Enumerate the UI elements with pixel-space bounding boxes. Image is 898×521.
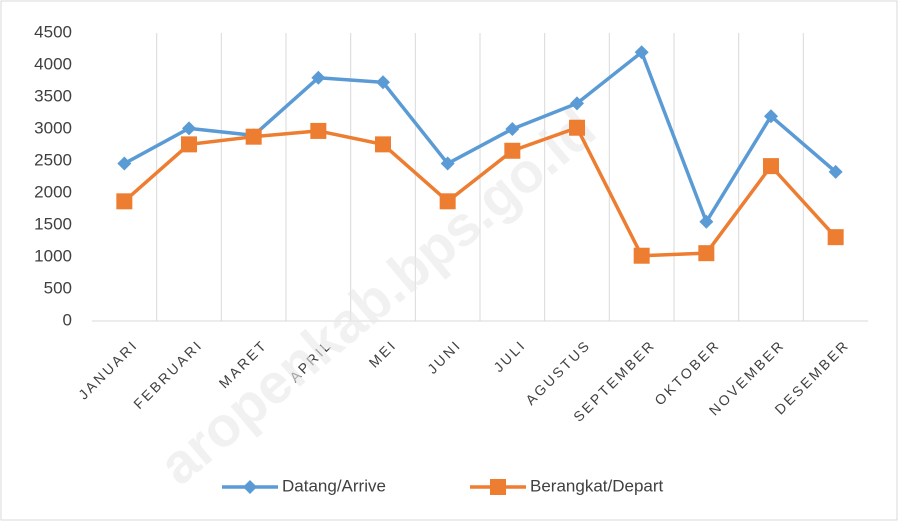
data-point [116,193,133,210]
data-point [828,164,843,179]
data-point [182,121,196,136]
series-line [123,125,837,258]
data-point [634,45,649,60]
data-point [763,158,779,175]
data-point [440,156,455,171]
y-tick-label: 0 [63,310,72,329]
y-tick-label: 1500 [34,214,72,233]
legend-label: Datang/Arrive [282,476,386,495]
data-point [504,142,521,159]
data-point [376,75,390,90]
legend-marker [243,480,257,494]
data-point [764,109,778,124]
data-point [310,122,327,139]
y-tick-label: 4000 [34,54,72,73]
data-point [245,128,262,145]
legend-label: Berangkat/Depart [530,476,664,495]
data-point [375,136,391,153]
series-line [123,50,837,224]
data-point [181,136,197,153]
y-tick-label: 2000 [34,182,72,201]
data-point [827,229,844,246]
data-point [699,214,714,229]
y-tick-label: 4500 [34,22,72,41]
y-tick-label: 1000 [34,246,72,265]
data-point [311,70,326,85]
y-tick-label: 3000 [34,118,72,137]
data-point [570,96,584,111]
data-point [633,247,650,264]
data-point [117,156,132,171]
data-point [505,122,520,136]
data-point [439,193,456,210]
legend-marker [490,479,506,495]
y-tick-label: 500 [44,278,72,297]
y-tick-label: 2500 [34,150,72,169]
data-point [698,245,715,262]
y-tick-label: 3500 [34,86,72,105]
data-point [569,119,585,136]
